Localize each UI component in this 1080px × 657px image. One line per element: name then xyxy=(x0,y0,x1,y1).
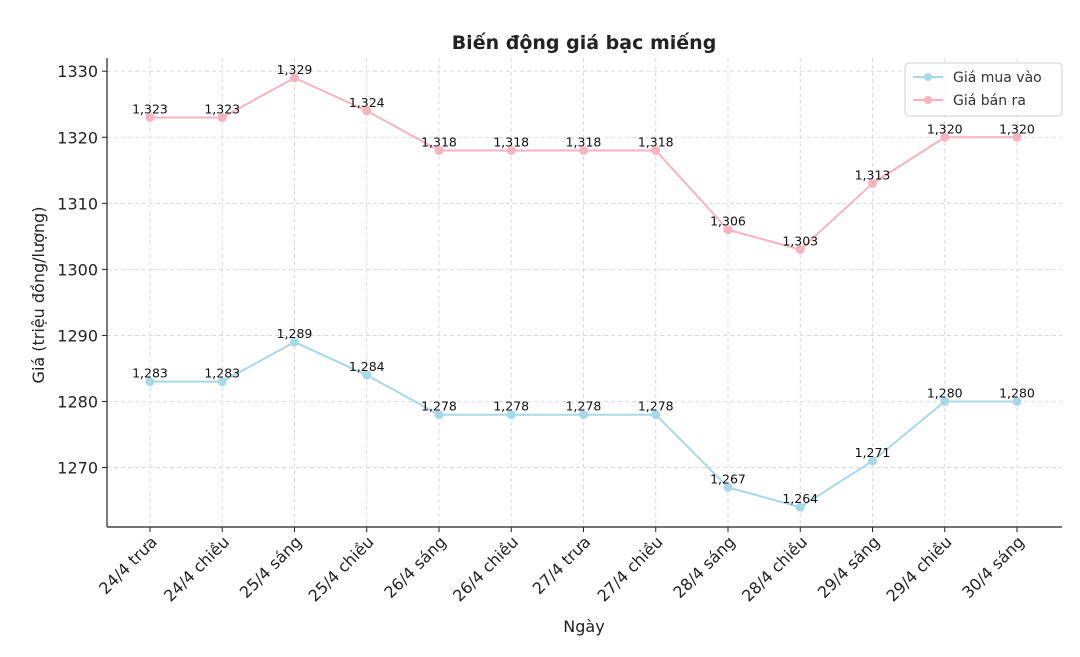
data-point-buy xyxy=(217,377,227,387)
data-label-buy: 1,278 xyxy=(566,399,602,414)
y-tick-label: 1290 xyxy=(57,326,98,345)
y-tick-label: 1310 xyxy=(57,194,98,213)
data-label-buy: 1,283 xyxy=(132,366,168,381)
data-label-buy: 1,283 xyxy=(204,366,240,381)
data-label-buy: 1,271 xyxy=(855,445,891,460)
x-tick-label: 25/4 sáng xyxy=(236,532,306,602)
data-point-sell xyxy=(795,245,805,255)
x-tick-label: 28/4 chiều xyxy=(738,532,811,605)
legend: Giá mua vào Giá bán ra xyxy=(904,62,1063,117)
data-point-buy xyxy=(795,502,805,512)
data-point-sell xyxy=(579,145,588,155)
y-axis-label: Giá (triệu đồng/lượng) xyxy=(29,207,48,384)
y-tick-label: 1300 xyxy=(57,260,98,279)
data-point-sell xyxy=(434,145,444,155)
x-tick-label: 25/4 chiều xyxy=(304,532,377,605)
legend-marker-buy xyxy=(924,73,932,81)
data-label-sell: 1,320 xyxy=(999,121,1035,136)
series-layer xyxy=(145,73,1022,512)
grid xyxy=(107,58,1062,527)
data-point-buy xyxy=(723,482,733,492)
data-label-buy: 1,280 xyxy=(999,385,1035,400)
x-tick-label: 24/4 trưa xyxy=(95,532,161,598)
y-tick-label: 1280 xyxy=(57,392,98,411)
chart-title: Biến động giá bạc miếng xyxy=(452,31,717,54)
data-point-buy xyxy=(940,396,950,406)
data-label-buy: 1,284 xyxy=(349,359,385,374)
data-label-sell: 1,324 xyxy=(349,95,385,110)
data-label-sell: 1,323 xyxy=(132,101,168,116)
data-label-sell: 1,318 xyxy=(493,134,529,149)
data-point-sell xyxy=(217,112,227,122)
data-label-buy: 1,267 xyxy=(710,471,746,486)
data-point-buy xyxy=(651,410,661,420)
data-point-sell xyxy=(145,112,155,122)
data-point-sell xyxy=(940,132,950,142)
x-tick-label: 27/4 trưa xyxy=(529,532,595,598)
legend-box xyxy=(904,62,1063,117)
data-label-buy: 1,278 xyxy=(421,399,457,414)
data-label-sell: 1,313 xyxy=(855,168,891,183)
data-point-buy xyxy=(362,370,372,380)
data-label-sell: 1,306 xyxy=(710,214,746,229)
legend-marker-sell xyxy=(924,96,932,104)
data-label-sell: 1,329 xyxy=(277,62,313,77)
y-tick-label: 1270 xyxy=(57,459,98,478)
data-point-sell xyxy=(290,73,299,83)
data-point-buy xyxy=(145,377,155,387)
data-label-buy: 1,280 xyxy=(927,385,963,400)
x-tick-label: 29/4 sáng xyxy=(814,532,884,602)
data-label-sell: 1,303 xyxy=(782,234,818,249)
data-point-sell xyxy=(868,179,877,189)
data-point-sell xyxy=(362,106,372,116)
data-point-sell xyxy=(651,145,661,155)
data-label-buy: 1,264 xyxy=(782,491,818,506)
data-label-buy: 1,278 xyxy=(493,399,529,414)
data-point-sell xyxy=(1012,132,1022,142)
data-label-sell: 1,323 xyxy=(204,101,240,116)
x-tick-label: 30/4 sáng xyxy=(958,532,1028,602)
x-tick-label: 27/4 chiều xyxy=(593,532,666,605)
data-point-buy xyxy=(434,410,444,420)
data-point-buy xyxy=(1012,396,1022,406)
data-point-buy xyxy=(868,456,877,466)
x-tick-label: 26/4 sáng xyxy=(380,532,450,602)
data-label-sell: 1,318 xyxy=(638,134,674,149)
data-point-sell xyxy=(723,225,733,235)
axes: 24/4 trưa 24/4 chiều 25/4 sáng 25/4 chiều 26… xyxy=(57,58,1062,606)
data-label-buy: 1,289 xyxy=(277,326,313,341)
data-label-sell: 1,318 xyxy=(566,134,602,149)
x-tick-label: 28/4 sáng xyxy=(669,532,739,602)
x-tick-label: 26/4 chiều xyxy=(449,532,522,605)
data-label-sell: 1,320 xyxy=(927,121,963,136)
data-labels: 1,283 1,283 1,289 1,284 1,278 1,278 1,278 1,278… xyxy=(132,62,1035,506)
x-axis-label: Ngày xyxy=(563,617,604,636)
data-label-sell: 1,318 xyxy=(421,134,457,149)
legend-label-buy: Giá mua vào xyxy=(953,70,1042,86)
x-tick-label: 24/4 chiều xyxy=(160,532,233,605)
data-point-buy xyxy=(506,410,516,420)
y-tick-label: 1320 xyxy=(57,128,98,147)
data-point-sell xyxy=(506,145,516,155)
y-tick-label: 1330 xyxy=(57,62,98,81)
legend-label-sell: Giá bán ra xyxy=(953,93,1026,109)
data-point-buy xyxy=(579,410,588,420)
data-point-buy xyxy=(290,337,299,347)
x-tick-label: 29/4 chiều xyxy=(882,532,955,605)
data-label-buy: 1,278 xyxy=(638,399,674,414)
